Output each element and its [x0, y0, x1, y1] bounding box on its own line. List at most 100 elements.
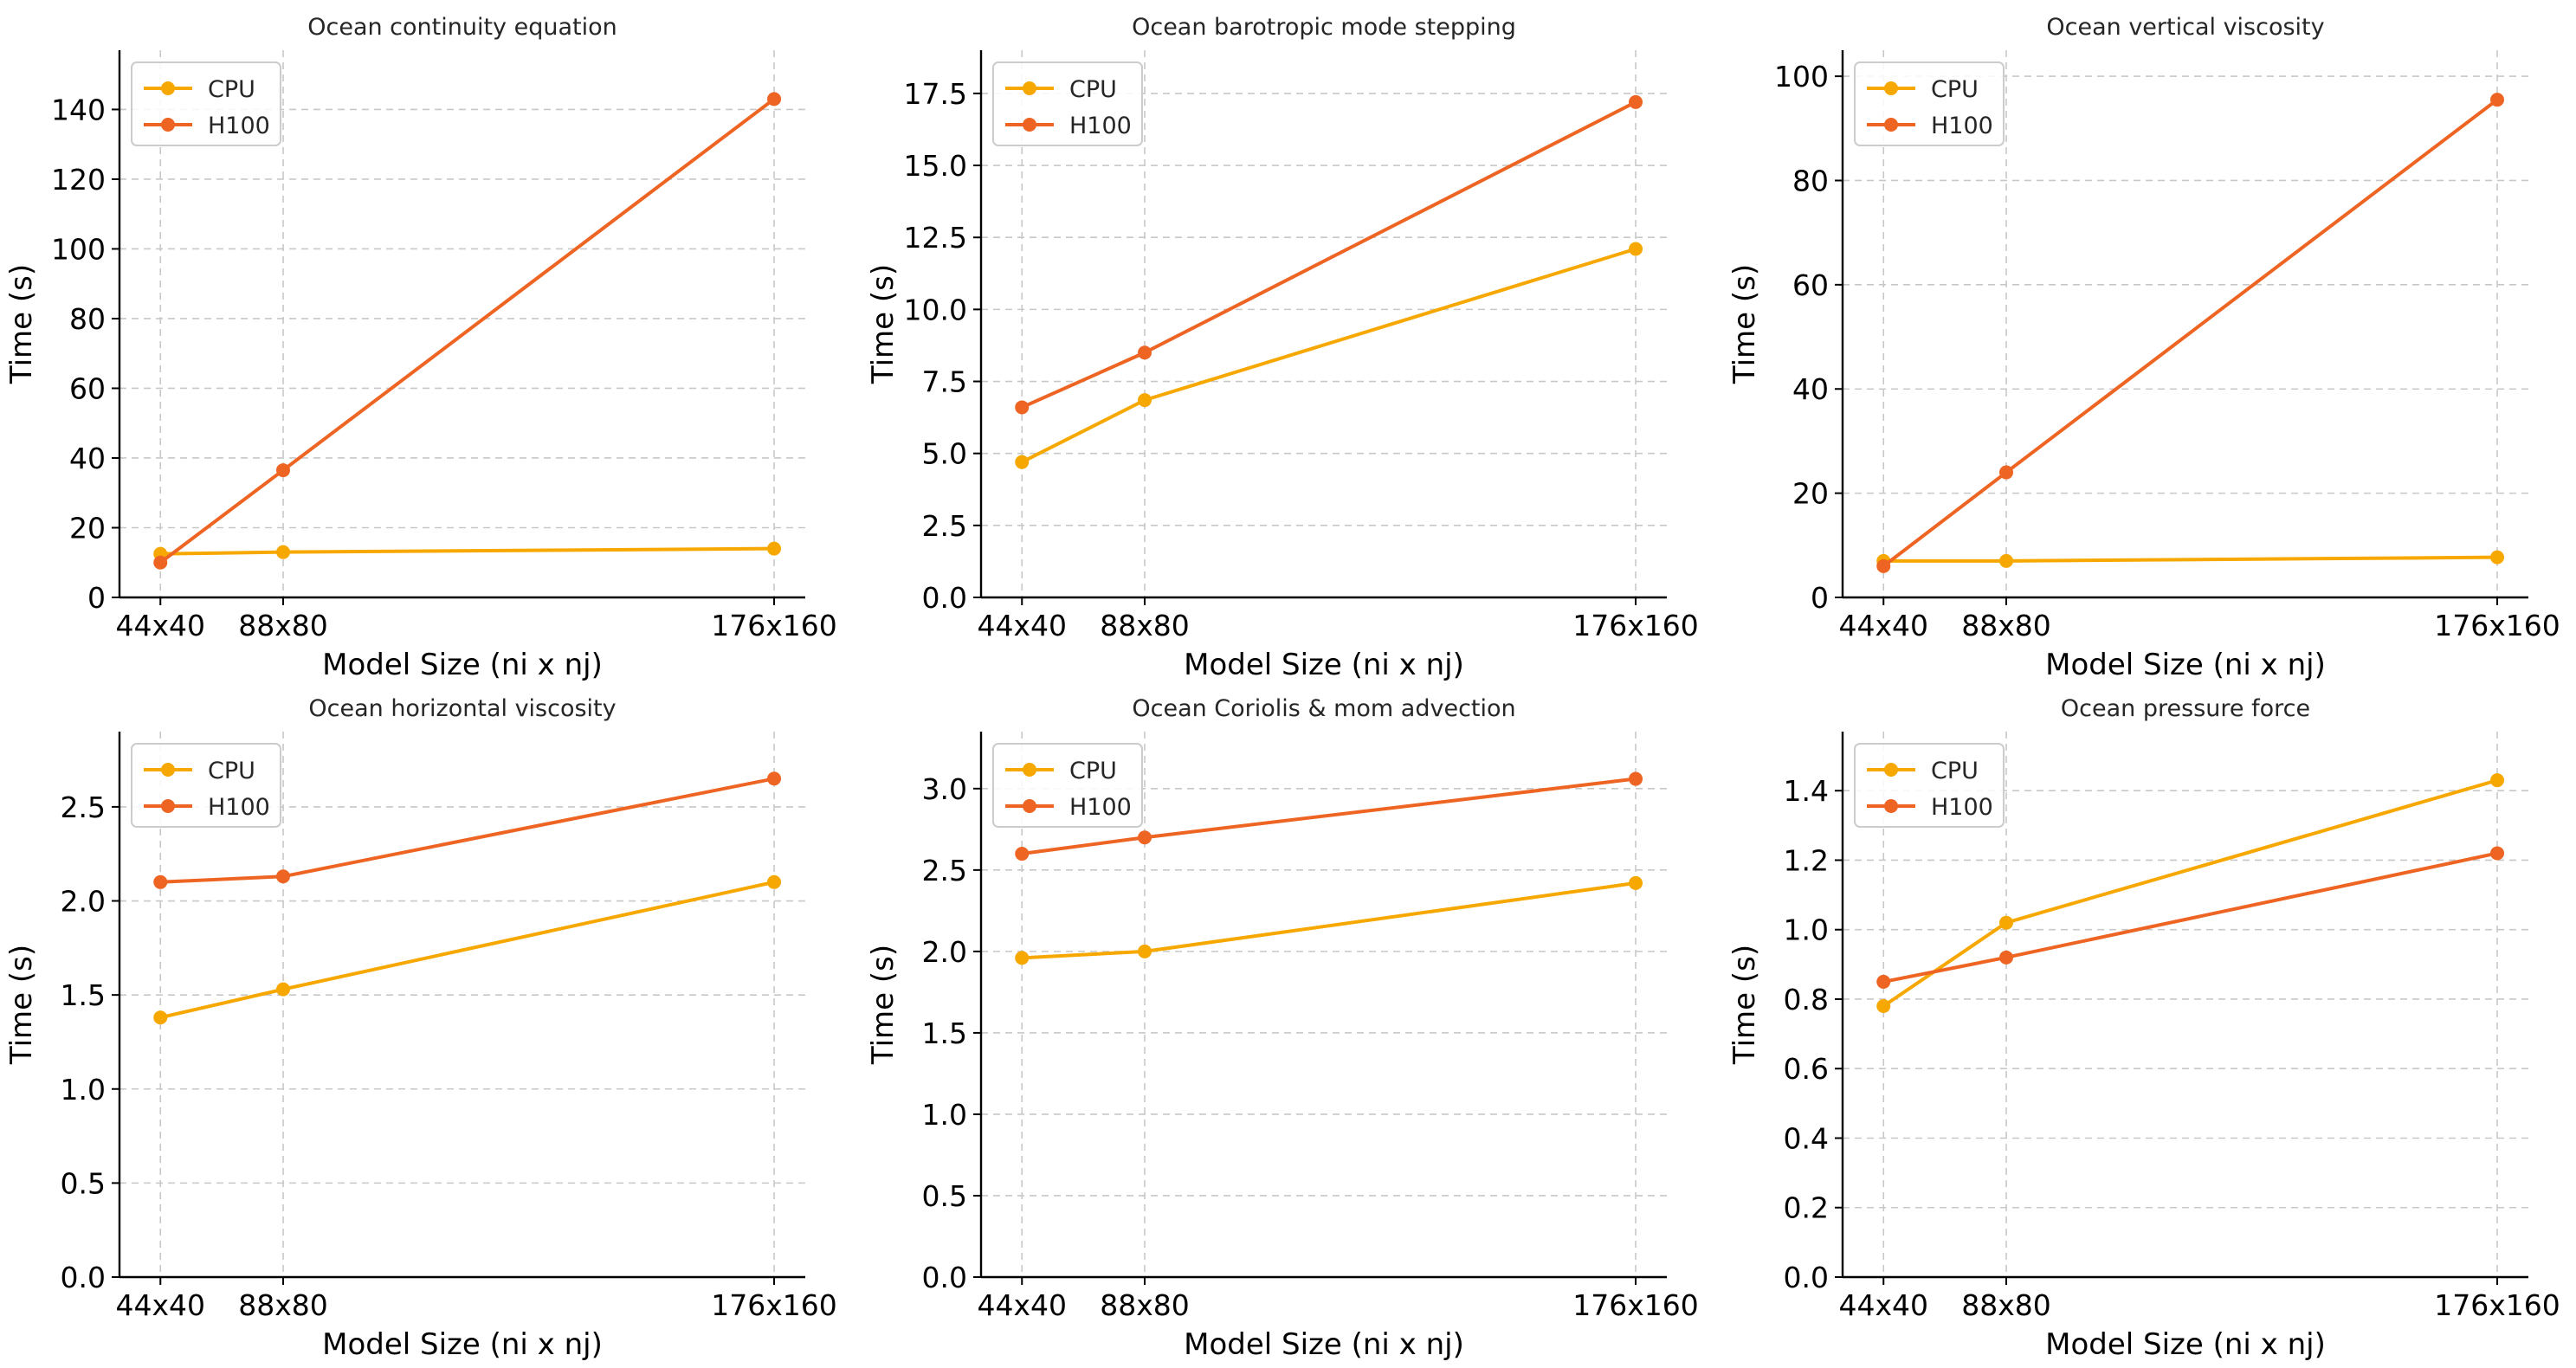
x-tick-label: 176x160	[711, 1288, 837, 1322]
chart-panel: 0 20 40 60 80 100 44x40 88x80 176x160 Ocean verti…	[1727, 14, 2560, 682]
x-tick-label: 44x40	[115, 1288, 205, 1322]
x-axis-label: Model Size (ni x nj)	[2045, 648, 2326, 682]
data-point-cpu	[276, 545, 291, 559]
legend-swatch-marker	[1884, 799, 1898, 813]
legend-swatch-marker	[1884, 118, 1898, 132]
y-tick-label: 1.0	[1784, 913, 1829, 947]
y-tick-label: 1.0	[922, 1098, 967, 1132]
legend-label: H100	[208, 113, 270, 139]
y-tick-label: 3.0	[922, 772, 967, 806]
legend: CPU H100	[131, 61, 281, 146]
data-point-h100	[1999, 465, 2014, 480]
legend-swatch-marker	[161, 799, 175, 813]
y-tick-label: 0.0	[922, 1261, 967, 1294]
y-axis-label: Time (s)	[1727, 945, 1762, 1065]
y-tick-label: 2.0	[61, 885, 106, 919]
y-tick-label: 0.4	[1784, 1121, 1829, 1155]
x-tick-label: 176x160	[1572, 609, 1699, 642]
data-point-h100	[2490, 93, 2505, 107]
legend-label: H100	[1931, 113, 1993, 139]
data-point-cpu	[153, 1010, 168, 1025]
y-tick-label: 0.6	[1784, 1052, 1829, 1086]
y-tick-label: 15.0	[904, 149, 967, 183]
y-tick-label: 0	[1811, 581, 1829, 615]
data-point-cpu	[1876, 999, 1891, 1014]
y-tick-label: 0.2	[1784, 1191, 1829, 1225]
data-point-cpu	[1629, 875, 1643, 890]
y-tick-label: 80	[1792, 164, 1829, 197]
y-tick-label: 0.5	[61, 1166, 106, 1200]
y-tick-label: 1.0	[61, 1073, 106, 1107]
legend: CPU H100	[1854, 61, 2005, 146]
x-tick-label: 44x40	[977, 609, 1067, 642]
series-line-cpu	[1882, 555, 2500, 563]
panel-title: Ocean horizontal viscosity	[308, 695, 616, 722]
chart-panel: 0.0 0.5 1.0 1.5 2.0 2.5 44x40 88x80 176x160 Ocean…	[4, 695, 837, 1362]
data-point-cpu	[1138, 393, 1152, 408]
data-point-cpu	[1629, 242, 1643, 256]
series-line-cpu	[1020, 247, 1638, 464]
data-point-h100	[767, 92, 782, 106]
panel-title: Ocean continuity equation	[307, 14, 617, 41]
y-tick-label: 0	[87, 581, 106, 615]
y-tick-label: 2.0	[922, 935, 967, 969]
panel-title: Ocean pressure force	[2061, 695, 2310, 722]
y-tick-label: 60	[69, 371, 106, 405]
data-point-cpu	[1999, 553, 2014, 568]
y-tick-label: 1.4	[1784, 774, 1829, 808]
data-point-cpu	[1138, 944, 1152, 958]
data-point-h100	[767, 771, 782, 786]
x-axis-label: Model Size (ni x nj)	[1184, 1327, 1464, 1362]
data-point-cpu	[767, 541, 782, 556]
legend-swatch-marker	[1023, 799, 1036, 813]
x-tick-label: 88x80	[238, 1288, 328, 1322]
x-tick-label: 44x40	[977, 1288, 1067, 1322]
series-line-cpu	[158, 880, 777, 1020]
x-tick-label: 88x80	[1961, 1288, 2051, 1322]
legend-swatch-marker	[1023, 118, 1036, 132]
legend-label: H100	[1931, 794, 1993, 821]
y-tick-label: 7.5	[922, 365, 967, 399]
x-tick-label: 44x40	[1838, 1288, 1928, 1322]
y-tick-label: 40	[1792, 372, 1829, 406]
y-tick-label: 140	[51, 93, 106, 126]
series-line-cpu	[158, 546, 777, 556]
legend-swatch-marker	[161, 763, 175, 777]
data-point-cpu	[1999, 915, 2014, 930]
y-axis-label: Time (s)	[4, 945, 39, 1065]
data-point-cpu	[276, 982, 291, 997]
data-point-cpu	[2490, 773, 2505, 788]
y-tick-label: 5.0	[922, 437, 967, 471]
panel-title: Ocean barotropic mode stepping	[1132, 14, 1516, 41]
y-tick-label: 0.0	[61, 1261, 106, 1294]
data-point-cpu	[1015, 951, 1030, 965]
x-axis-label: Model Size (ni x nj)	[322, 648, 603, 682]
x-tick-label: 88x80	[1100, 1288, 1190, 1322]
x-axis-label: Model Size (ni x nj)	[2045, 1327, 2326, 1362]
data-point-cpu	[2490, 550, 2505, 565]
y-tick-label: 1.5	[922, 1016, 967, 1050]
data-point-h100	[1015, 400, 1030, 415]
series-line-h100	[158, 97, 777, 565]
data-point-h100	[1876, 558, 1891, 573]
legend-label: CPU	[1069, 758, 1117, 784]
y-tick-label: 20	[1792, 477, 1829, 511]
y-tick-label: 0.8	[1784, 983, 1829, 1016]
y-tick-label: 60	[1792, 268, 1829, 302]
legend-swatch-marker	[1884, 81, 1898, 95]
legend-label: H100	[208, 794, 270, 821]
legend-label: H100	[1069, 794, 1132, 821]
y-tick-label: 100	[1774, 60, 1829, 94]
x-tick-label: 44x40	[1838, 609, 1928, 642]
legend-label: CPU	[208, 758, 255, 784]
y-tick-label: 17.5	[904, 77, 967, 111]
x-tick-label: 176x160	[2434, 609, 2560, 642]
x-axis-label: Model Size (ni x nj)	[1184, 648, 1464, 682]
data-point-h100	[276, 869, 291, 884]
data-point-h100	[1999, 950, 2014, 965]
chart-panel: 0 20 40 60 80 100 120 140 44x40 88x80 176x160 Ocean…	[4, 14, 837, 682]
data-point-h100	[1876, 974, 1891, 989]
data-point-h100	[153, 555, 168, 570]
x-tick-label: 176x160	[711, 609, 837, 642]
x-tick-label: 88x80	[238, 609, 328, 642]
